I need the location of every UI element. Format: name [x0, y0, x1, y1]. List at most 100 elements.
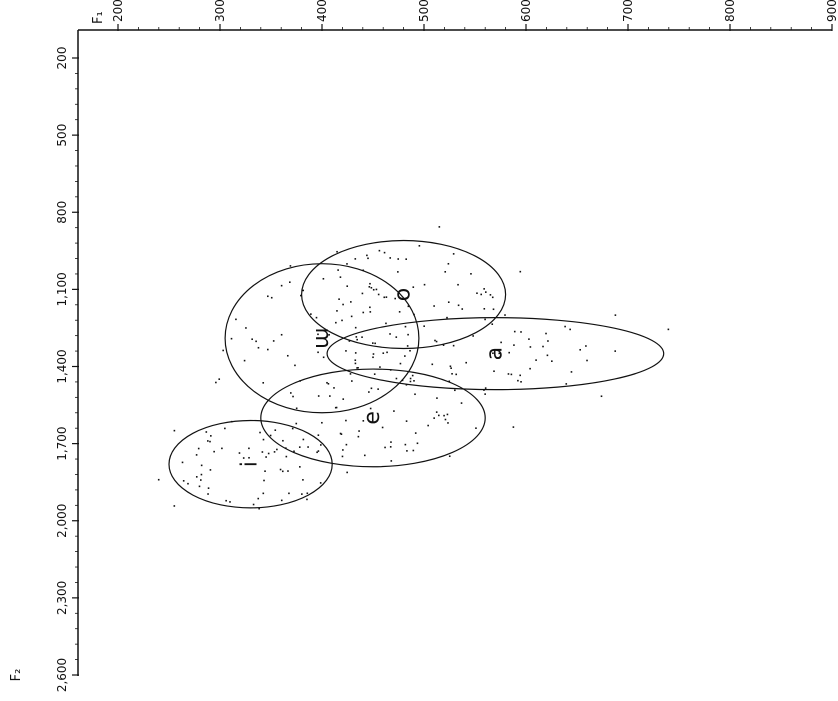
- f2-tick-label: 800: [55, 201, 69, 224]
- data-point: [354, 352, 357, 354]
- data-point: [447, 301, 450, 303]
- data-point: [197, 447, 200, 450]
- data-point: [519, 374, 521, 377]
- data-point: [345, 350, 347, 352]
- data-point: [210, 435, 212, 437]
- data-point: [207, 493, 209, 495]
- data-point: [200, 464, 203, 467]
- data-point: [369, 311, 372, 313]
- data-point: [448, 455, 451, 458]
- data-point: [252, 503, 255, 506]
- data-point: [446, 316, 448, 319]
- data-point: [579, 348, 581, 351]
- data-point: [436, 397, 438, 399]
- data-point: [265, 456, 267, 458]
- data-point: [350, 301, 352, 303]
- data-point: [379, 366, 381, 368]
- data-point: [276, 448, 278, 451]
- data-point: [457, 304, 460, 307]
- data-point: [195, 476, 198, 478]
- data-point: [335, 406, 338, 409]
- data-point: [547, 340, 549, 342]
- data-point: [374, 342, 376, 345]
- data-point: [267, 348, 269, 351]
- data-point: [356, 338, 358, 341]
- data-point: [433, 305, 435, 307]
- data-point: [229, 501, 231, 503]
- f2-tick-label: 2,000: [55, 504, 69, 538]
- data-point: [569, 328, 571, 331]
- vowel-label: e: [360, 411, 385, 425]
- data-point: [317, 395, 320, 397]
- data-point: [300, 294, 302, 297]
- data-point: [452, 253, 455, 255]
- data-point: [461, 308, 464, 310]
- data-point: [264, 470, 266, 472]
- data-point: [413, 313, 415, 316]
- data-point: [218, 378, 221, 380]
- data-point: [333, 387, 335, 389]
- data-point: [199, 479, 202, 481]
- data-point: [273, 451, 276, 453]
- data-point: [251, 338, 253, 341]
- data-point: [342, 449, 344, 451]
- data-point: [431, 363, 434, 366]
- data-point: [404, 355, 406, 357]
- data-point: [362, 269, 365, 272]
- f1-axis-label: F₁: [91, 11, 106, 24]
- data-point: [491, 323, 494, 325]
- data-point: [491, 296, 494, 299]
- data-point: [427, 424, 429, 427]
- data-point: [242, 457, 245, 459]
- data-point: [209, 469, 212, 471]
- data-point: [409, 377, 412, 380]
- data-point: [336, 250, 338, 253]
- f2-tick-label: 2,300: [55, 581, 69, 615]
- data-point: [322, 356, 325, 359]
- data-point: [221, 447, 223, 450]
- data-point: [529, 346, 532, 348]
- data-point: [336, 310, 338, 312]
- data-point: [377, 293, 380, 296]
- data-point: [289, 392, 292, 394]
- data-point: [350, 315, 353, 318]
- data-point: [368, 286, 371, 288]
- vowel-label: a: [482, 347, 507, 360]
- data-point: [369, 407, 372, 410]
- data-point: [293, 450, 295, 453]
- f2-tick-label: 2,600: [55, 658, 69, 692]
- data-point: [399, 362, 402, 365]
- f1-tick-label: 800: [723, 0, 737, 22]
- data-point: [372, 288, 375, 291]
- data-point: [209, 440, 211, 443]
- data-point: [267, 295, 269, 298]
- data-point: [614, 350, 617, 352]
- data-point: [377, 388, 379, 390]
- data-point: [257, 346, 260, 349]
- data-point: [289, 281, 291, 284]
- data-point: [310, 313, 312, 315]
- vowel-label: i: [238, 461, 263, 467]
- data-point: [385, 322, 387, 325]
- data-point: [321, 421, 323, 424]
- data-point: [342, 398, 345, 400]
- data-point: [444, 418, 447, 421]
- data-point: [357, 366, 359, 369]
- data-point: [328, 334, 330, 336]
- data-point: [267, 452, 270, 455]
- data-point: [362, 420, 365, 422]
- data-point: [361, 292, 364, 295]
- data-point: [389, 333, 391, 335]
- data-point: [397, 258, 400, 260]
- data-point: [366, 254, 368, 257]
- data-point: [398, 311, 401, 313]
- data-point: [262, 492, 265, 495]
- data-point: [354, 362, 357, 365]
- data-point: [345, 419, 347, 422]
- data-point: [475, 427, 477, 429]
- data-point: [269, 434, 272, 437]
- data-point: [492, 352, 494, 355]
- data-point: [294, 364, 296, 367]
- data-point: [409, 349, 411, 352]
